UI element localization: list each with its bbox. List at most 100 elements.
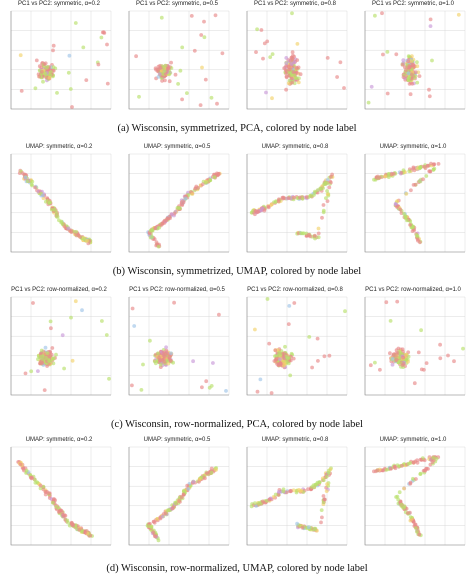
scatter-point xyxy=(407,64,412,68)
panel-title: PC1 vs PC2: row-normalized, α=1.0 xyxy=(365,287,461,293)
scatter-point xyxy=(389,172,394,177)
scatter-point xyxy=(43,489,48,494)
scatter-point xyxy=(51,65,56,70)
scatter-point xyxy=(80,308,84,313)
scatter-point xyxy=(288,358,293,363)
scatter-point xyxy=(436,162,441,166)
scatter-point xyxy=(18,462,23,467)
scatter-point xyxy=(422,164,427,169)
scatter-point xyxy=(325,192,330,197)
scatter-point xyxy=(169,60,173,65)
scatter-point xyxy=(43,345,48,350)
scatter-panel: PC1 vs PC2: symmetric, α=1.0 xyxy=(357,0,469,120)
scatter-point xyxy=(68,87,73,91)
scatter-plot xyxy=(10,296,112,396)
scatter-point xyxy=(192,48,197,53)
scatter-plot xyxy=(364,296,466,396)
scatter-point xyxy=(306,487,310,491)
scatter-point xyxy=(294,66,299,71)
scatter-point xyxy=(283,344,287,349)
scatter-point xyxy=(276,492,281,497)
scatter-point xyxy=(262,41,267,46)
scatter-point xyxy=(414,477,418,481)
scatter-point xyxy=(215,101,219,106)
scatter-point xyxy=(388,351,392,356)
scatter-point xyxy=(160,514,165,519)
scatter-panel: UMAP: symmetric, α=0.2 xyxy=(3,436,115,556)
scatter-point xyxy=(166,352,170,356)
scatter-point xyxy=(69,229,74,234)
scatter-point xyxy=(384,300,389,305)
scatter-point xyxy=(212,175,217,180)
scatter-point xyxy=(157,355,161,360)
scatter-point xyxy=(173,72,178,77)
scatter-point xyxy=(81,45,86,50)
scatter-point xyxy=(407,169,412,174)
scatter-point xyxy=(306,525,311,530)
scatter-point xyxy=(178,68,183,73)
scatter-point xyxy=(310,365,314,370)
scatter-point xyxy=(18,53,23,58)
scatter-point xyxy=(418,471,423,476)
scatter-point xyxy=(313,189,317,194)
scatter-point xyxy=(183,196,188,201)
scatter-point xyxy=(377,175,382,180)
scatter-point xyxy=(100,319,104,323)
scatter-point xyxy=(255,389,260,394)
scatter-point xyxy=(406,77,411,82)
scatter-point xyxy=(432,166,437,171)
scatter-point xyxy=(396,497,401,502)
scatter-point xyxy=(328,175,333,179)
scatter-point xyxy=(324,474,329,479)
scatter-point xyxy=(408,480,413,485)
scatter-plot xyxy=(128,446,230,546)
panel-title: UMAP: symmetric, α=1.0 xyxy=(379,437,447,443)
axis-frame xyxy=(246,11,347,110)
scatter-point xyxy=(156,351,160,356)
scatter-point xyxy=(312,233,317,238)
scatter-point xyxy=(301,231,306,236)
scatter-point xyxy=(319,508,324,512)
scatter-point xyxy=(277,490,281,494)
scatter-point xyxy=(419,367,424,372)
scatter-point xyxy=(204,379,209,384)
scatter-point xyxy=(181,492,186,497)
scatter-point xyxy=(62,366,66,371)
scatter-point xyxy=(269,202,274,207)
scatter-point xyxy=(37,74,41,79)
scatter-point xyxy=(99,35,104,40)
scatter-point xyxy=(77,527,82,532)
panel-title: UMAP: symmetric, α=0.8 xyxy=(261,144,329,150)
scatter-point xyxy=(410,72,414,77)
scatter-panel: UMAP: symmetric, α=0.2 xyxy=(3,143,115,263)
scatter-point xyxy=(277,197,281,202)
scatter-point xyxy=(298,231,303,236)
scatter-plot xyxy=(246,296,348,396)
scatter-point xyxy=(316,235,321,240)
scatter-point xyxy=(42,388,47,392)
scatter-point xyxy=(410,81,415,86)
scatter-point xyxy=(427,87,431,92)
scatter-point xyxy=(44,65,49,70)
scatter-point xyxy=(295,42,300,46)
scatter-plot xyxy=(246,446,348,546)
scatter-point xyxy=(446,353,450,358)
scatter-point xyxy=(34,58,39,63)
scatter-point xyxy=(152,237,157,242)
scatter-point xyxy=(256,209,261,214)
scatter-point xyxy=(286,65,291,69)
scatter-point xyxy=(73,21,78,25)
scatter-point xyxy=(47,491,51,496)
scatter-point xyxy=(313,236,317,241)
scatter-point xyxy=(386,172,391,176)
scatter-point xyxy=(292,301,297,305)
scatter-point xyxy=(431,455,436,460)
scatter-point xyxy=(40,70,44,74)
scatter-point xyxy=(50,346,55,350)
scatter-point xyxy=(324,196,328,200)
scatter-point xyxy=(325,199,330,203)
scatter-point xyxy=(396,351,400,355)
scatter-point xyxy=(54,212,59,216)
scatter-point xyxy=(30,179,35,184)
scatter-point xyxy=(380,11,384,16)
